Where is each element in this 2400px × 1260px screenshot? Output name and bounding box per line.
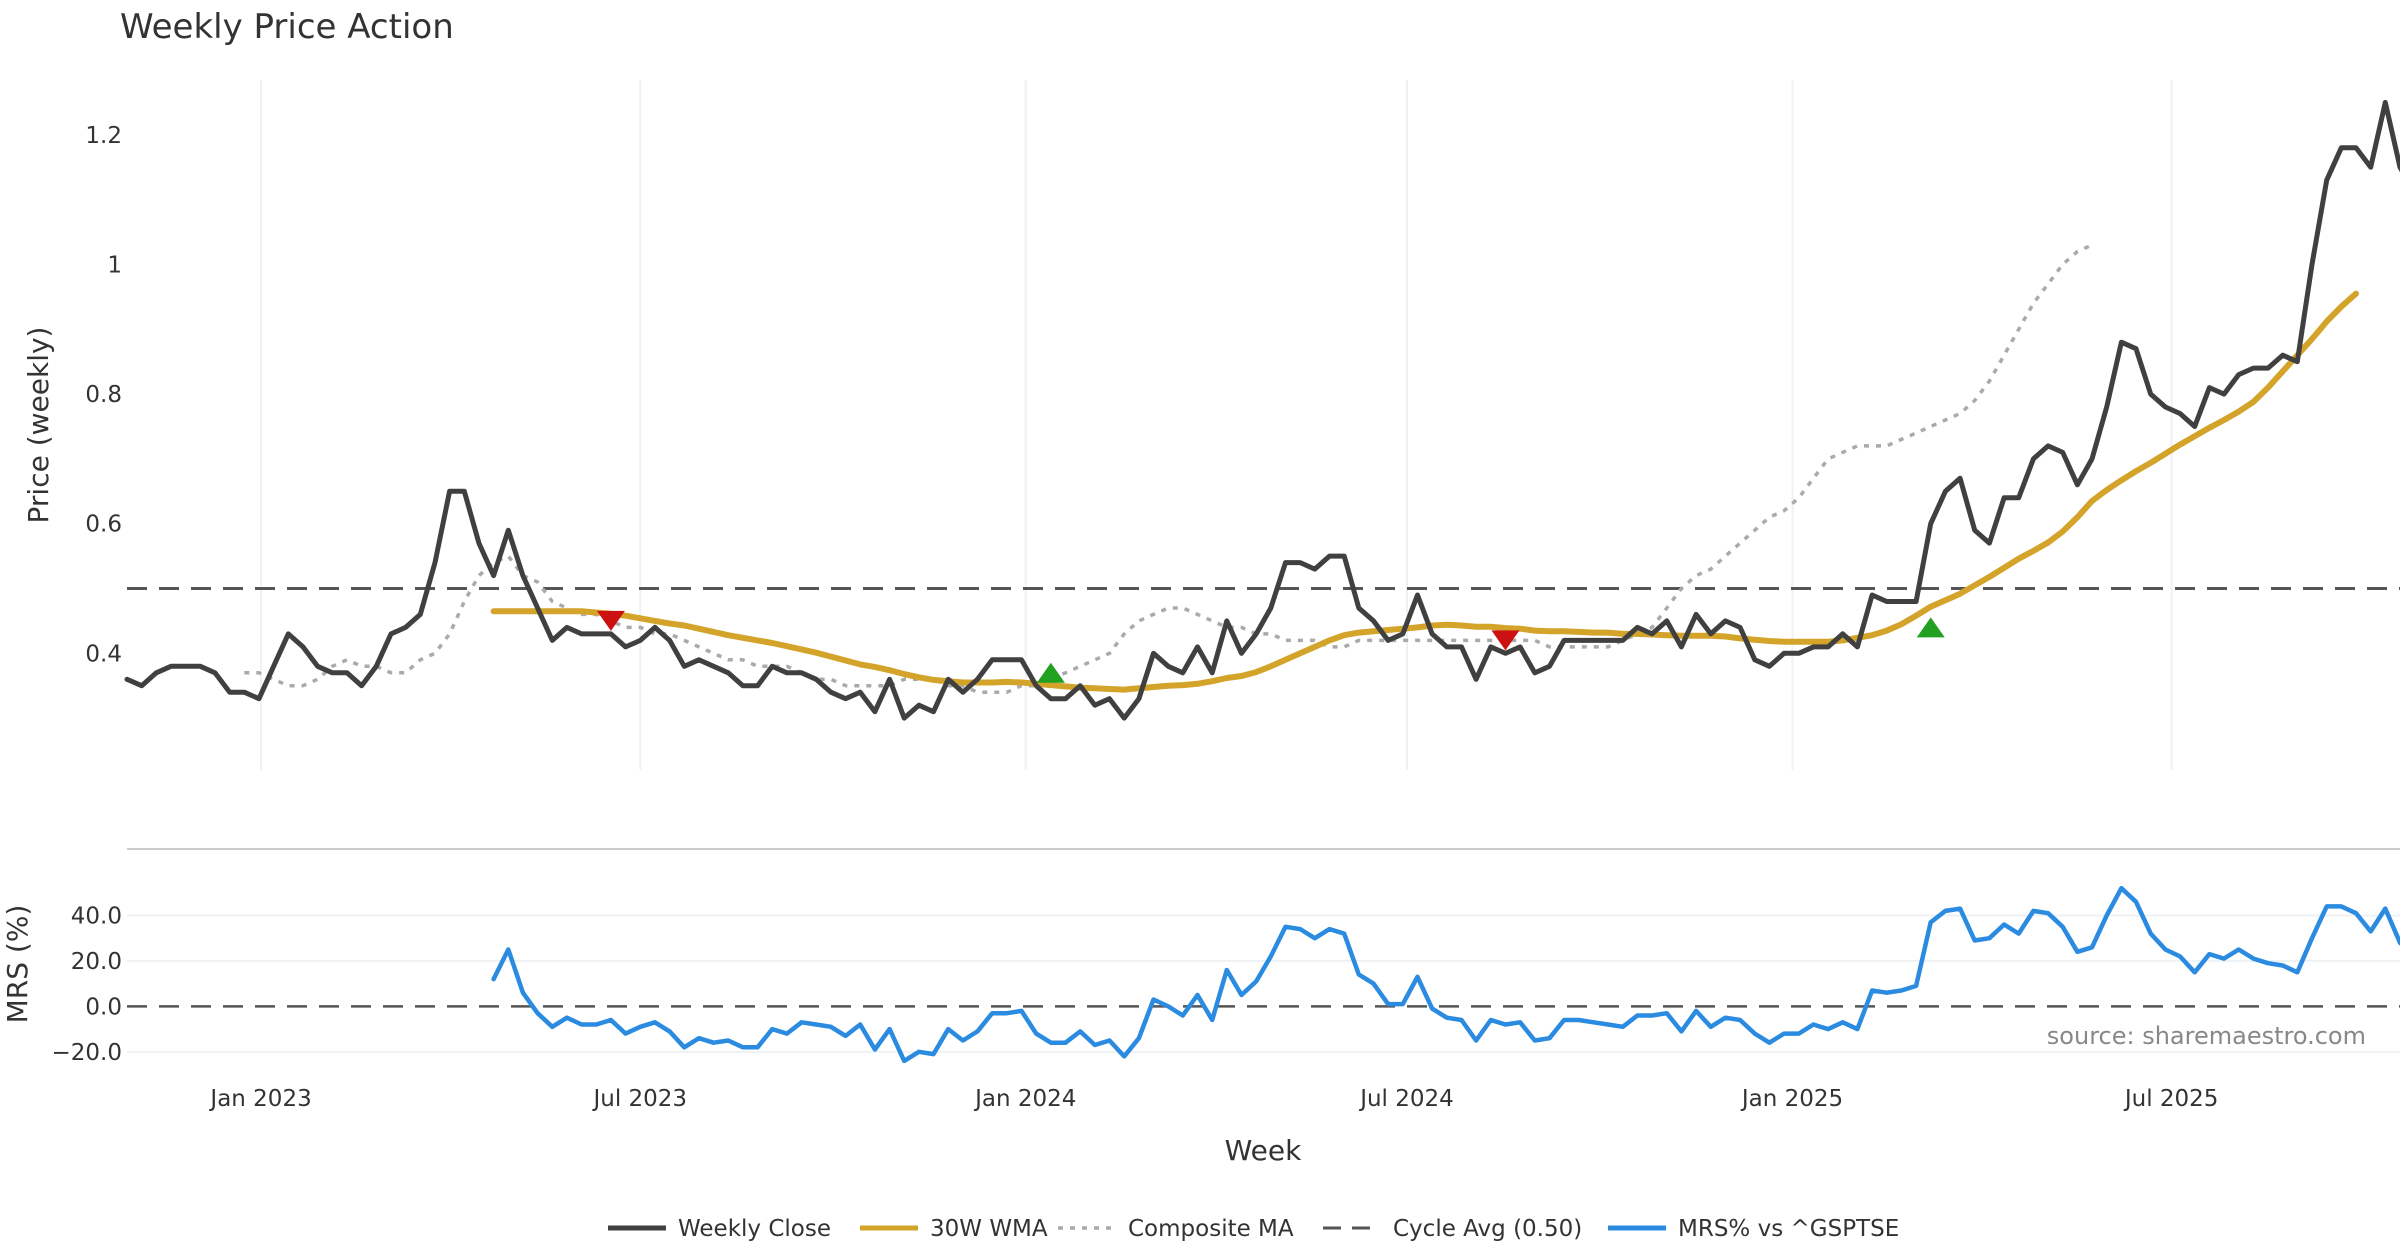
legend-label: Cycle Avg (0.50) [1393, 1216, 1582, 1242]
legend-label: MRS% vs ^GSPTSE [1678, 1216, 1899, 1242]
series-composite-ma [244, 243, 2093, 694]
x-tick-label: Jul 2025 [2123, 1086, 2219, 1112]
mrs-y-tick-label: 40.0 [71, 903, 122, 929]
x-tick-label: Jul 2024 [1358, 1086, 1454, 1112]
legend-entry: Cycle Avg (0.50) [1323, 1216, 1582, 1242]
mrs-y-tick-label: −20.0 [52, 1040, 122, 1066]
legend-entry: Composite MA [1058, 1216, 1294, 1242]
legend-entry: 30W WMA [860, 1216, 1048, 1242]
buy-signal-marker [1916, 617, 1945, 638]
legend-label: Composite MA [1128, 1216, 1294, 1242]
price-y-tick-label: 1.2 [85, 123, 122, 149]
legend-label: 30W WMA [930, 1216, 1048, 1242]
price-y-ticks: 0.4 0.6 0.8 1 1.2 [85, 123, 122, 668]
price-y-tick-label: 0.6 [85, 512, 122, 538]
price-grid [260, 80, 2173, 770]
price-y-tick-label: 1 [107, 252, 122, 278]
price-y-tick-label: 0.8 [85, 382, 122, 408]
buy-signal-marker [1036, 662, 1065, 683]
sell-signal-marker [596, 610, 625, 631]
x-tick-label: Jul 2023 [591, 1086, 687, 1112]
price-y-tick-label: 0.4 [85, 641, 122, 667]
legend-entry: Weekly Close [608, 1216, 831, 1242]
mrs-y-tick-label: 20.0 [71, 949, 122, 975]
x-tick-label: Jan 2025 [1740, 1086, 1843, 1112]
legend: Weekly Close 30W WMA Composite MA Cycle Avg… [608, 1216, 1899, 1242]
x-ticks: Jan 2023 Jul 2023 Jan 2024 Jul 2024 Jan 2025… [208, 1086, 2218, 1112]
signal-markers [596, 610, 1945, 683]
mrs-series [491, 885, 2400, 1064]
x-axis-label: Week [1225, 1134, 1302, 1167]
mrs-panel: −20.0 0.0 20.0 40.0 MRS (%) source: sharema… [1, 885, 2400, 1066]
legend-entry: MRS% vs ^GSPTSE [1608, 1216, 1899, 1242]
series-mrs [491, 885, 2400, 1064]
legend-label: Weekly Close [678, 1216, 831, 1242]
mrs-grid [127, 914, 2400, 1053]
series-weekly-close [124, 99, 2400, 721]
series-30w-wma [490, 290, 2359, 693]
sell-signal-marker [1491, 630, 1520, 651]
x-tick-label: Jan 2023 [208, 1086, 311, 1112]
chart-title: Weekly Price Action [120, 7, 454, 47]
source-note: source: sharemaestro.com [2047, 1022, 2366, 1050]
price-series [124, 99, 2400, 721]
x-tick-label: Jan 2024 [973, 1086, 1076, 1112]
mrs-y-axis-label: MRS (%) [1, 905, 34, 1024]
price-panel: 0.4 0.6 0.8 1 1.2 Price (weekly) [22, 80, 2400, 770]
mrs-y-tick-label: 0.0 [85, 994, 122, 1020]
price-y-axis-label: Price (weekly) [22, 327, 55, 524]
mrs-y-ticks: −20.0 0.0 20.0 40.0 [52, 903, 122, 1065]
